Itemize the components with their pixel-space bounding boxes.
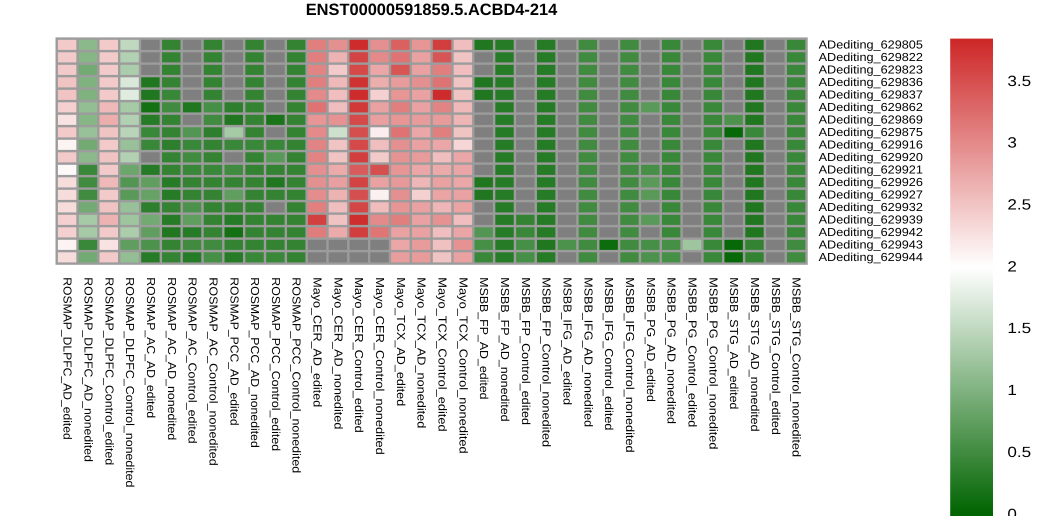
svg-text:ADediting_629927: ADediting_629927 bbox=[819, 188, 923, 201]
svg-text:Mayo_CER_Control_nonedited: Mayo_CER_Control_nonedited bbox=[373, 277, 386, 455]
svg-text:MSBB_FP_AD_nonedited: MSBB_FP_AD_nonedited bbox=[498, 277, 511, 421]
svg-text:ADediting_629822: ADediting_629822 bbox=[819, 51, 923, 64]
svg-text:ADediting_629916: ADediting_629916 bbox=[819, 138, 923, 151]
svg-text:ADediting_629805: ADediting_629805 bbox=[819, 38, 923, 51]
svg-text:3.5: 3.5 bbox=[1007, 74, 1031, 90]
svg-text:ROSMAP_AC_AD_nonedited: ROSMAP_AC_AD_nonedited bbox=[165, 277, 178, 440]
svg-text:ROSMAP_DLPFC_AD_edited: ROSMAP_DLPFC_AD_edited bbox=[61, 277, 74, 440]
svg-text:MSBB_PG_Control_nonedited: MSBB_PG_Control_nonedited bbox=[706, 277, 719, 449]
svg-text:ADediting_629920: ADediting_629920 bbox=[819, 151, 923, 164]
svg-text:MSBB_STG_Control_edited: MSBB_STG_Control_edited bbox=[769, 277, 782, 435]
svg-text:3: 3 bbox=[1007, 136, 1017, 152]
svg-text:ROSMAP_PCC_AD_edited: ROSMAP_PCC_AD_edited bbox=[227, 277, 240, 425]
svg-text:MSBB_STG_Control_nonedited: MSBB_STG_Control_nonedited bbox=[790, 277, 803, 457]
svg-text:ADediting_629823: ADediting_629823 bbox=[819, 63, 923, 76]
svg-text:MSBB_IFG_AD_nonedited: MSBB_IFG_AD_nonedited bbox=[581, 277, 594, 427]
svg-text:1: 1 bbox=[1007, 383, 1017, 399]
svg-text:ROSMAP_AC_Control_edited: ROSMAP_AC_Control_edited bbox=[186, 277, 199, 443]
svg-text:MSBB_IFG_Control_edited: MSBB_IFG_Control_edited bbox=[602, 277, 615, 430]
svg-text:ADediting_629837: ADediting_629837 bbox=[819, 88, 923, 101]
svg-text:MSBB_PG_AD_nonedited: MSBB_PG_AD_nonedited bbox=[665, 277, 678, 424]
svg-text:ADediting_629921: ADediting_629921 bbox=[819, 163, 923, 176]
svg-text:ADediting_629944: ADediting_629944 bbox=[819, 251, 924, 264]
svg-text:MSBB_STG_AD_edited: MSBB_STG_AD_edited bbox=[727, 277, 740, 409]
svg-text:ROSMAP_PCC_Control_edited: ROSMAP_PCC_Control_edited bbox=[269, 277, 282, 451]
svg-text:MSBB_FP_AD_edited: MSBB_FP_AD_edited bbox=[477, 277, 490, 399]
svg-text:Mayo_TCX_AD_edited: Mayo_TCX_AD_edited bbox=[394, 277, 407, 406]
svg-text:ROSMAP_DLPFC_AD_nonedited: ROSMAP_DLPFC_AD_nonedited bbox=[81, 277, 94, 462]
svg-text:2: 2 bbox=[1007, 259, 1017, 275]
svg-text:MSBB_PG_AD_edited: MSBB_PG_AD_edited bbox=[644, 277, 657, 402]
svg-text:Mayo_TCX_Control_edited: Mayo_TCX_Control_edited bbox=[436, 277, 449, 431]
svg-text:0.5: 0.5 bbox=[1007, 445, 1031, 461]
svg-text:1.5: 1.5 bbox=[1007, 321, 1031, 337]
svg-text:ADediting_629939: ADediting_629939 bbox=[819, 213, 923, 226]
svg-text:Mayo_TCX_Control_nonedited: Mayo_TCX_Control_nonedited bbox=[456, 277, 469, 453]
svg-text:Mayo_TCX_AD_nonedited: Mayo_TCX_AD_nonedited bbox=[415, 277, 428, 428]
svg-text:2.5: 2.5 bbox=[1007, 198, 1031, 214]
svg-text:MSBB_FP_Control_edited: MSBB_FP_Control_edited bbox=[519, 277, 532, 425]
svg-text:ROSMAP_DLPFC_Control_edited: ROSMAP_DLPFC_Control_edited bbox=[102, 277, 115, 465]
svg-text:MSBB_FP_Control_nonedited: MSBB_FP_Control_nonedited bbox=[540, 277, 553, 447]
svg-text:MSBB_IFG_Control_nonedited: MSBB_IFG_Control_nonedited bbox=[623, 277, 636, 452]
svg-text:Mayo_CER_Control_edited: Mayo_CER_Control_edited bbox=[352, 277, 365, 432]
svg-text:ADediting_629932: ADediting_629932 bbox=[819, 201, 923, 214]
svg-text:0: 0 bbox=[1007, 507, 1017, 516]
svg-text:Mayo_CER_AD_edited: Mayo_CER_AD_edited bbox=[311, 277, 324, 407]
svg-text:ADediting_629862: ADediting_629862 bbox=[819, 101, 923, 114]
svg-text:ROSMAP_DLPFC_Control_nonedited: ROSMAP_DLPFC_Control_nonedited bbox=[123, 277, 136, 487]
svg-text:ROSMAP_AC_Control_nonedited: ROSMAP_AC_Control_nonedited bbox=[206, 277, 219, 465]
svg-text:ROSMAP_AC_AD_edited: ROSMAP_AC_AD_edited bbox=[144, 277, 157, 418]
svg-text:MSBB_IFG_AD_edited: MSBB_IFG_AD_edited bbox=[561, 277, 574, 405]
svg-text:MSBB_PG_Control_edited: MSBB_PG_Control_edited bbox=[685, 277, 698, 427]
svg-text:ADediting_629836: ADediting_629836 bbox=[819, 76, 923, 89]
svg-text:ROSMAP_PCC_AD_nonedited: ROSMAP_PCC_AD_nonedited bbox=[248, 277, 261, 448]
svg-text:ADediting_629875: ADediting_629875 bbox=[819, 126, 923, 139]
svg-text:ROSMAP_PCC_Control_nonedited: ROSMAP_PCC_Control_nonedited bbox=[290, 277, 303, 473]
svg-text:Mayo_CER_AD_nonedited: Mayo_CER_AD_nonedited bbox=[331, 277, 344, 429]
svg-text:ADediting_629942: ADediting_629942 bbox=[819, 226, 923, 239]
svg-text:ADediting_629926: ADediting_629926 bbox=[819, 176, 923, 189]
svg-text:MSBB_STG_AD_nonedited: MSBB_STG_AD_nonedited bbox=[748, 277, 761, 431]
svg-text:ADediting_629869: ADediting_629869 bbox=[819, 113, 923, 126]
svg-text:ADediting_629943: ADediting_629943 bbox=[819, 238, 923, 251]
svg-text:ENST00000591859.5.ACBD4-214: ENST00000591859.5.ACBD4-214 bbox=[306, 1, 558, 19]
